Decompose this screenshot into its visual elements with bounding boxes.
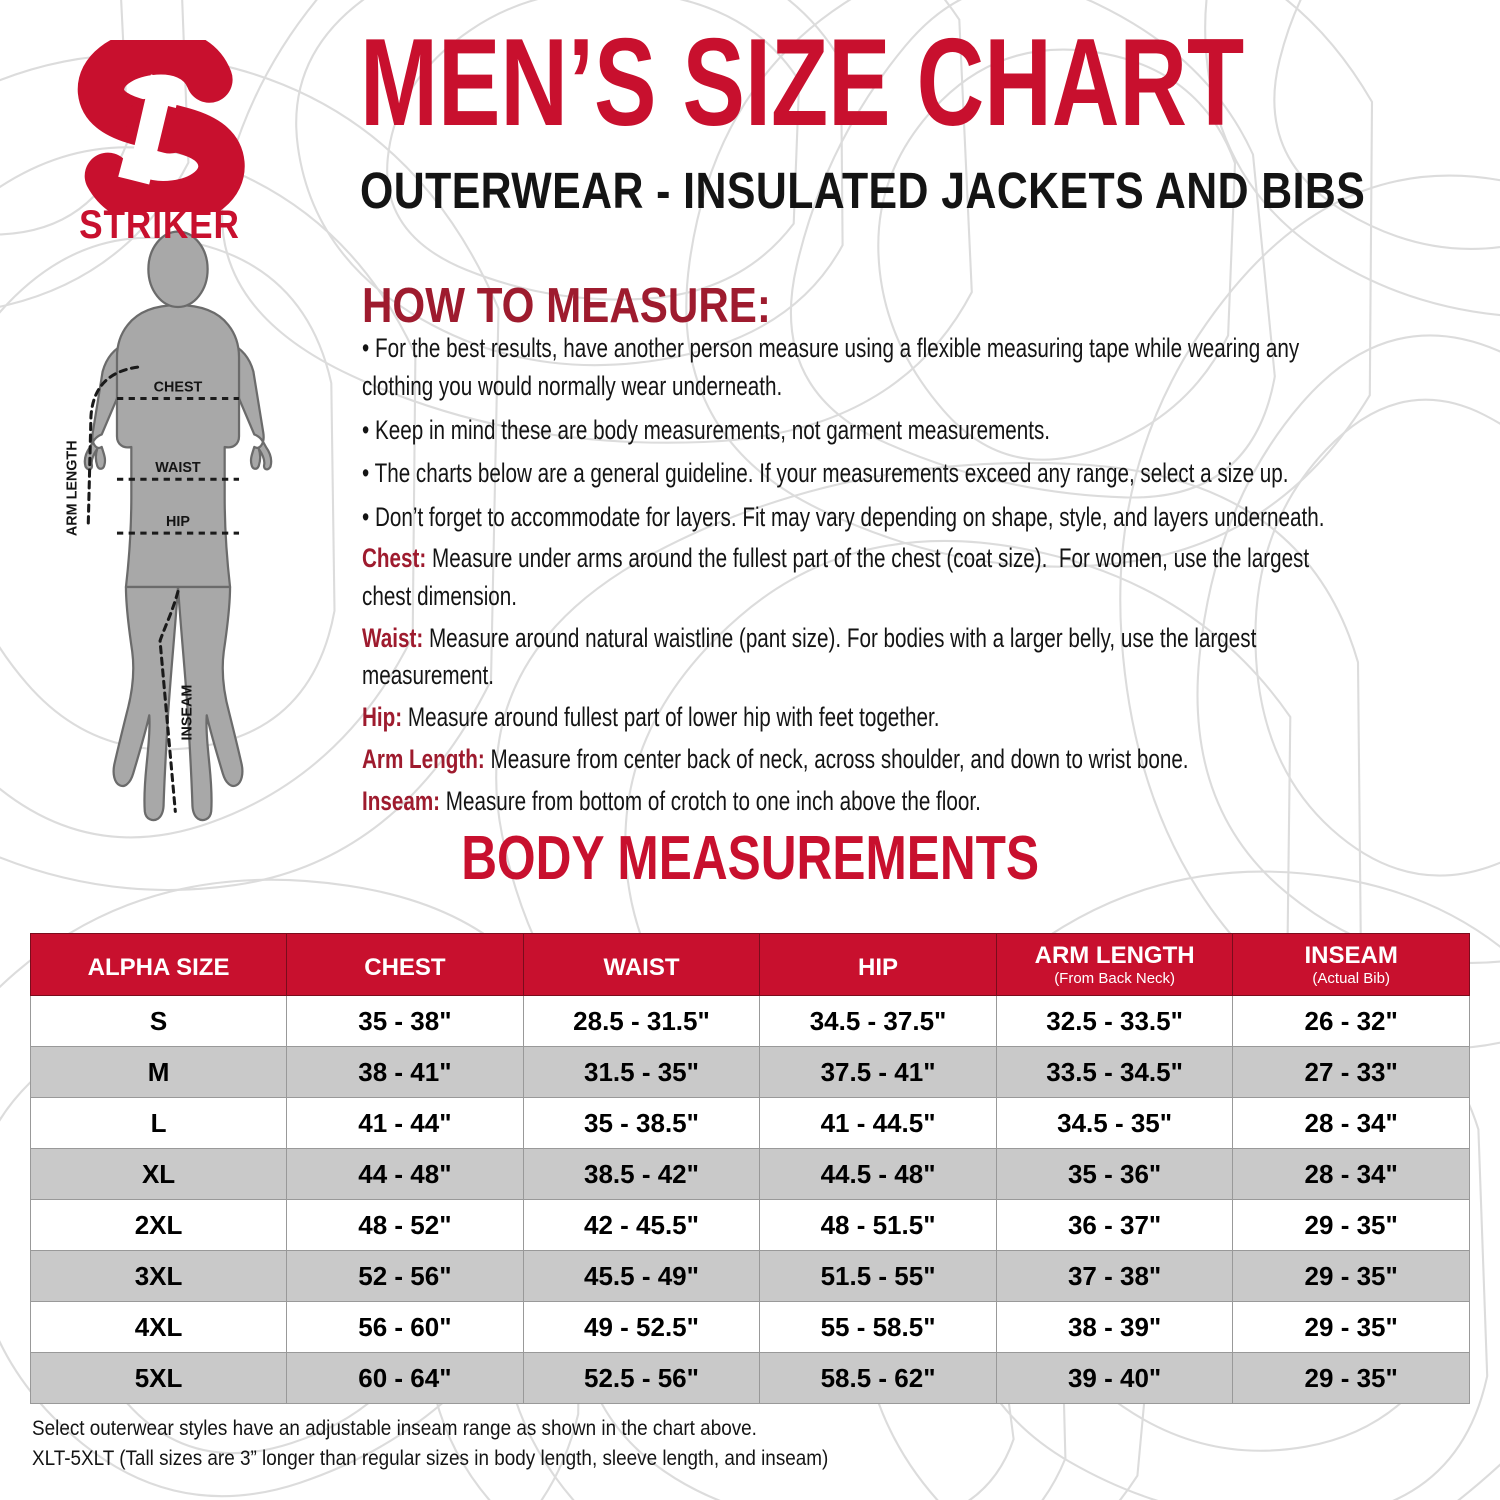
svg-text:CHEST: CHEST: [154, 379, 203, 395]
svg-text:HIP: HIP: [166, 514, 190, 530]
svg-text:ARM LENGTH: ARM LENGTH: [65, 440, 81, 536]
svg-text:INSEAM: INSEAM: [179, 685, 195, 741]
svg-text:WAIST: WAIST: [155, 460, 201, 476]
